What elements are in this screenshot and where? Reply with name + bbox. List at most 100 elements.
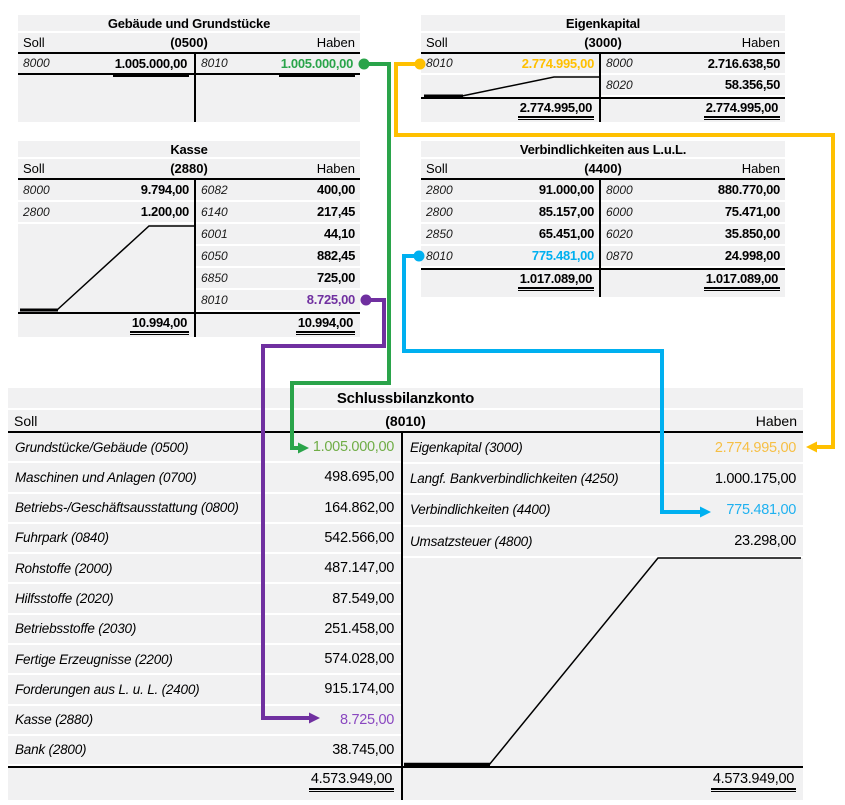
soll-label: Soll	[23, 34, 45, 50]
account-code: 6140	[201, 204, 228, 219]
position-label: Fertige Erzeugnisse (2200)	[15, 651, 173, 667]
position-label: Grundstücke/Gebäude (0500)	[15, 439, 189, 455]
amount: 775.481,00	[726, 501, 796, 518]
soll-label: Soll	[23, 160, 45, 176]
amount: 487.147,00	[324, 560, 394, 577]
account-body: Grundstücke/Gebäude (0500) 1.005.000,00 …	[8, 433, 803, 800]
amount: 24.998,00	[724, 248, 780, 263]
account-code: 6050	[201, 248, 228, 263]
entry-row: 6140 217,45	[196, 202, 360, 224]
entry-row: 6001 44,10	[196, 224, 360, 246]
account-header: Soll (2880) Haben	[18, 159, 360, 180]
account-header: Soll (0500) Haben	[18, 33, 360, 54]
entry-row: 6050 882,45	[196, 246, 360, 268]
entry-row: 8010 2.774.995,00	[421, 54, 599, 75]
haben-label: Haben	[316, 34, 355, 50]
account-header: Soll (3000) Haben	[421, 33, 785, 54]
account-code: 6001	[201, 226, 228, 241]
position-label: Maschinen und Anlagen (0700)	[15, 469, 197, 485]
account-code: 6850	[201, 270, 228, 285]
position-label: Fuhrpark (0840)	[15, 530, 109, 546]
entry-row: Forderungen aus L. u. L. (2400) 915.174,…	[8, 675, 401, 706]
entry-row: Rohstoffe (2000) 487.147,00	[8, 554, 401, 585]
haben-column: 6082 400,00 6140 217,45 6001 44,10 6050 …	[196, 180, 360, 338]
total-row: 10.994,00	[196, 311, 360, 335]
amount: 251.458,00	[324, 620, 394, 637]
amount: 44,10	[323, 226, 355, 241]
entry-row: 2800 1.200,00	[18, 202, 194, 224]
account-body: 8000 1.005.000,00 8010 1.005.000,00	[18, 53, 360, 122]
soll-column: 2800 91.000,00 2800 85.157,00 2850 65.45…	[421, 179, 601, 297]
account-header: Soll (8010) Haben	[8, 410, 803, 433]
amount: 85.157,00	[538, 204, 594, 219]
account-code: 8010	[201, 292, 228, 307]
position-label: Forderungen aus L. u. L. (2400)	[15, 681, 200, 697]
purple-connector-dot	[360, 294, 372, 306]
total-row: 1.017.089,00	[421, 267, 599, 291]
account-number: (0500)	[170, 34, 208, 50]
soll-column: Grundstücke/Gebäude (0500) 1.005.000,00 …	[8, 433, 403, 800]
account-title: Gebäude und Grundstücke	[18, 15, 360, 33]
position-label: Verbindlichkeiten (4400)	[410, 502, 551, 518]
haben-column: 8000 880.770,00 6000 75.471,00 6020 35.8…	[601, 180, 785, 298]
amount: 1.000.175,00	[714, 470, 796, 487]
haben-label: Haben	[741, 160, 780, 176]
soll-label: Soll	[14, 412, 38, 429]
position-label: Betriebsstoffe (2030)	[15, 621, 137, 637]
entry-row: 2800 85.157,00	[421, 202, 599, 224]
amount: 498.695,00	[324, 469, 394, 486]
amount: 2.716.638,50	[707, 55, 781, 71]
entry-row: 6082 400,00	[196, 180, 360, 202]
account-body: 8000 9.794,00 2800 1.200,00 10.994,00 60…	[18, 179, 360, 338]
account-number: (8010)	[385, 412, 426, 429]
account-number: (3000)	[584, 34, 622, 50]
account-code: 6020	[606, 226, 633, 241]
amount: 87.549,00	[332, 590, 394, 607]
haben-label: Haben	[316, 160, 355, 176]
total-amount: 1.017.089,00	[517, 271, 595, 291]
amount: 35.850,00	[724, 226, 780, 241]
amount: 542.566,00	[324, 529, 394, 546]
total-row: 10.994,00	[18, 311, 194, 335]
amount: 2.774.995,00	[521, 55, 595, 71]
entry-row: 8000 880.770,00	[601, 180, 785, 202]
account-code: 6000	[606, 204, 633, 219]
entry-row: 2850 65.451,00	[421, 224, 599, 246]
amount: 574.028,00	[324, 651, 394, 668]
amount: 9.794,00	[140, 182, 190, 197]
amount: 8.725,00	[306, 292, 356, 307]
account-verbindlichkeiten-4400: Verbindlichkeiten aus L.u.L. Soll (4400)…	[421, 141, 785, 297]
amount: 725,00	[317, 270, 355, 285]
total-amount: 10.994,00	[129, 315, 190, 335]
amount: 1.200,00	[140, 204, 190, 219]
amount: 1.005.000,00	[112, 55, 190, 77]
entry-row: Eigenkapital (3000) 2.774.995,00	[403, 433, 803, 465]
soll-column: 8000 9.794,00 2800 1.200,00 10.994,00	[18, 179, 196, 337]
entry-row: Kasse (2880) 8.725,00	[8, 706, 401, 736]
total-row: 4.573.949,00	[8, 766, 401, 793]
account-gebaeude-0500: Gebäude und Grundstücke Soll (0500) Habe…	[18, 15, 360, 122]
total-amount: 10.994,00	[295, 315, 356, 335]
amount: 775.481,00	[531, 248, 594, 263]
account-number: (4400)	[584, 160, 622, 176]
total-row: 4.573.949,00	[403, 766, 803, 792]
yellow-arrowhead-icon	[806, 441, 817, 453]
amount: 164.862,00	[324, 499, 394, 516]
soll-column: 8000 1.005.000,00	[18, 53, 196, 122]
entry-row: Fertige Erzeugnisse (2200) 574.028,00	[8, 645, 401, 676]
account-code: 0870	[606, 248, 633, 263]
amount: 400,00	[317, 182, 355, 197]
entry-row: 8020 58.356,50	[601, 75, 785, 97]
amount: 58.356,50	[724, 77, 780, 93]
position-label: Betriebs-/Geschäftsausstattung (0800)	[15, 500, 239, 516]
position-label: Rohstoffe (2000)	[15, 560, 113, 576]
amount: 217,45	[317, 204, 355, 219]
account-code: 6082	[201, 182, 228, 197]
position-label: Umsatzsteuer (4800)	[410, 533, 533, 549]
account-title: Schlussbilanzkonto	[8, 388, 803, 410]
account-code: 8020	[606, 77, 633, 92]
account-code: 8000	[23, 182, 50, 197]
account-code: 2800	[426, 182, 453, 197]
entry-row: Umsatzsteuer (4800) 23.298,00	[403, 527, 803, 558]
haben-label: Haben	[741, 34, 780, 50]
